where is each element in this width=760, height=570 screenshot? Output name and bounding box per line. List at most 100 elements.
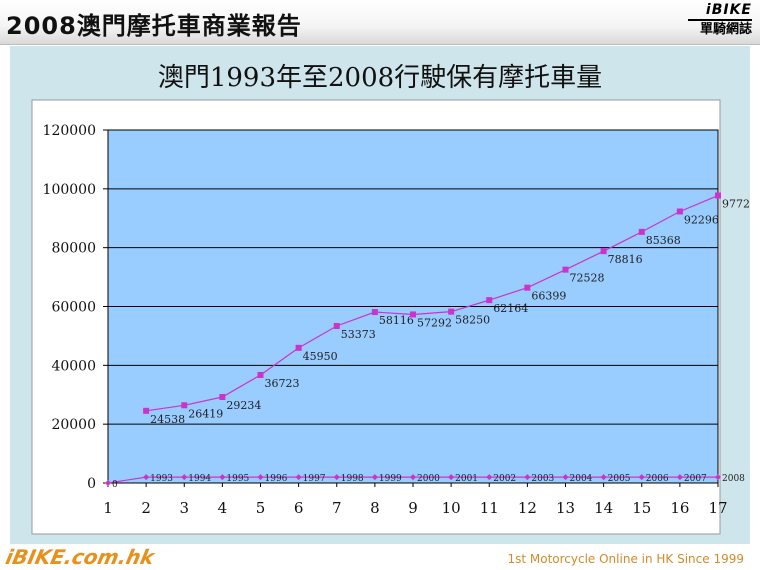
data-point xyxy=(181,474,188,481)
data-label: 2000 xyxy=(417,474,440,484)
chart: 澳門1993年至2008行駛保有摩托車量02000040000600008000… xyxy=(31,63,750,535)
x-tick-label: 9 xyxy=(408,499,418,517)
x-tick-label: 14 xyxy=(594,499,613,517)
x-tick-label: 7 xyxy=(332,499,342,517)
header-bar: 2008澳門摩托車商業報告 iBIKE 單騎網誌 xyxy=(0,0,760,45)
data-point xyxy=(219,394,226,401)
data-label: 2006 xyxy=(646,474,669,484)
x-tick-label: 16 xyxy=(670,499,689,517)
data-point xyxy=(676,208,683,215)
y-tick-label: 20000 xyxy=(51,417,96,433)
x-tick-label: 3 xyxy=(179,499,189,517)
x-tick-label: 6 xyxy=(294,499,304,517)
data-point xyxy=(715,192,721,199)
data-label: 45950 xyxy=(303,350,338,363)
x-tick-label: 17 xyxy=(708,499,727,517)
data-label: 53373 xyxy=(341,328,376,341)
data-point xyxy=(181,402,188,409)
data-point xyxy=(562,474,569,481)
x-tick-label: 12 xyxy=(518,499,537,517)
y-tick-label: 100000 xyxy=(43,182,96,198)
x-tick-label: 13 xyxy=(556,499,575,517)
x-tick-label: 5 xyxy=(256,499,266,517)
data-label: 2001 xyxy=(455,474,478,484)
data-point xyxy=(333,474,340,481)
chart-panel: 澳門1993年至2008行駛保有摩托車量 0 20000 40000 60000 8000… xyxy=(10,46,750,544)
data-label: 78816 xyxy=(608,253,643,266)
data-label: 1998 xyxy=(341,474,364,484)
data-label: 1999 xyxy=(379,474,402,484)
data-label: 72528 xyxy=(570,272,605,285)
chart-title: 澳門1993年至2008行駛保有摩托車量 xyxy=(158,63,602,93)
data-label: 2002 xyxy=(493,474,516,484)
data-label: 2004 xyxy=(570,474,593,484)
header-title: 2008澳門摩托車商業報告 xyxy=(6,12,302,40)
data-label: 2007 xyxy=(684,474,707,484)
series-line xyxy=(146,194,719,412)
logo-wordmark: iBIKE xyxy=(705,2,752,18)
y-tick-label: 120000 xyxy=(43,123,96,139)
data-point xyxy=(295,474,302,481)
y-tick-label: 0 xyxy=(87,476,96,492)
data-label: 1994 xyxy=(188,474,211,484)
data-point xyxy=(715,474,721,481)
data-label: 26419 xyxy=(188,407,223,420)
data-label: 62164 xyxy=(493,302,528,315)
data-point xyxy=(333,322,340,329)
data-point xyxy=(371,474,378,481)
x-tick-label: 4 xyxy=(218,499,228,517)
data-point xyxy=(143,474,150,481)
data-point xyxy=(257,474,264,481)
data-label: 92296 xyxy=(684,213,719,226)
data-point xyxy=(562,266,569,273)
data-label: 1996 xyxy=(265,474,288,484)
data-label: 58116 xyxy=(379,314,414,327)
y-tick-label: 40000 xyxy=(51,358,96,374)
data-point xyxy=(219,474,226,481)
data-point xyxy=(600,474,607,481)
data-point xyxy=(295,344,302,351)
data-label: 1997 xyxy=(303,474,326,484)
data-label: 66399 xyxy=(531,290,566,303)
y-tick-label: 80000 xyxy=(51,241,96,257)
data-label: 58250 xyxy=(455,314,490,327)
data-point xyxy=(448,308,455,315)
data-point xyxy=(105,480,111,486)
data-point xyxy=(371,309,378,316)
y-tick-label: 60000 xyxy=(51,300,96,316)
x-tick-label: 11 xyxy=(480,499,499,517)
data-point xyxy=(638,228,645,235)
data-label: 36723 xyxy=(265,377,300,390)
data-point xyxy=(257,371,264,378)
x-tick-label: 8 xyxy=(370,499,380,517)
data-point xyxy=(448,474,455,481)
x-tick-label: 10 xyxy=(442,499,461,517)
footer-tagline: 1st Motorcycle Online in HK Since 1999 xyxy=(507,552,744,566)
data-point xyxy=(486,474,493,481)
data-point xyxy=(143,407,150,414)
x-tick-label: 2 xyxy=(141,499,151,517)
data-point xyxy=(524,284,531,291)
data-point xyxy=(600,248,607,255)
x-tick-label: 15 xyxy=(632,499,651,517)
data-label: 24538 xyxy=(150,413,185,426)
logo-subtitle: 單騎網誌 xyxy=(688,19,752,39)
data-point xyxy=(410,311,416,318)
data-label: 2005 xyxy=(608,474,631,484)
data-label: 1993 xyxy=(150,474,173,484)
data-point xyxy=(410,474,416,481)
data-label: 2008 xyxy=(722,474,745,484)
footer-logo: iBIKE.com.hk xyxy=(3,545,157,569)
data-point xyxy=(524,474,531,481)
x-tick-label: 1 xyxy=(103,499,113,517)
data-label: 97724 xyxy=(722,198,750,211)
data-label: 2003 xyxy=(531,474,554,484)
data-point xyxy=(676,474,683,481)
ibike-logo: iBIKE 單騎網誌 xyxy=(688,2,752,40)
data-point xyxy=(486,297,493,304)
data-label: 57292 xyxy=(417,316,452,329)
data-label: 0 xyxy=(112,480,118,490)
data-label: 1995 xyxy=(226,474,249,484)
data-label: 29234 xyxy=(226,399,261,412)
data-label: 85368 xyxy=(646,234,681,247)
